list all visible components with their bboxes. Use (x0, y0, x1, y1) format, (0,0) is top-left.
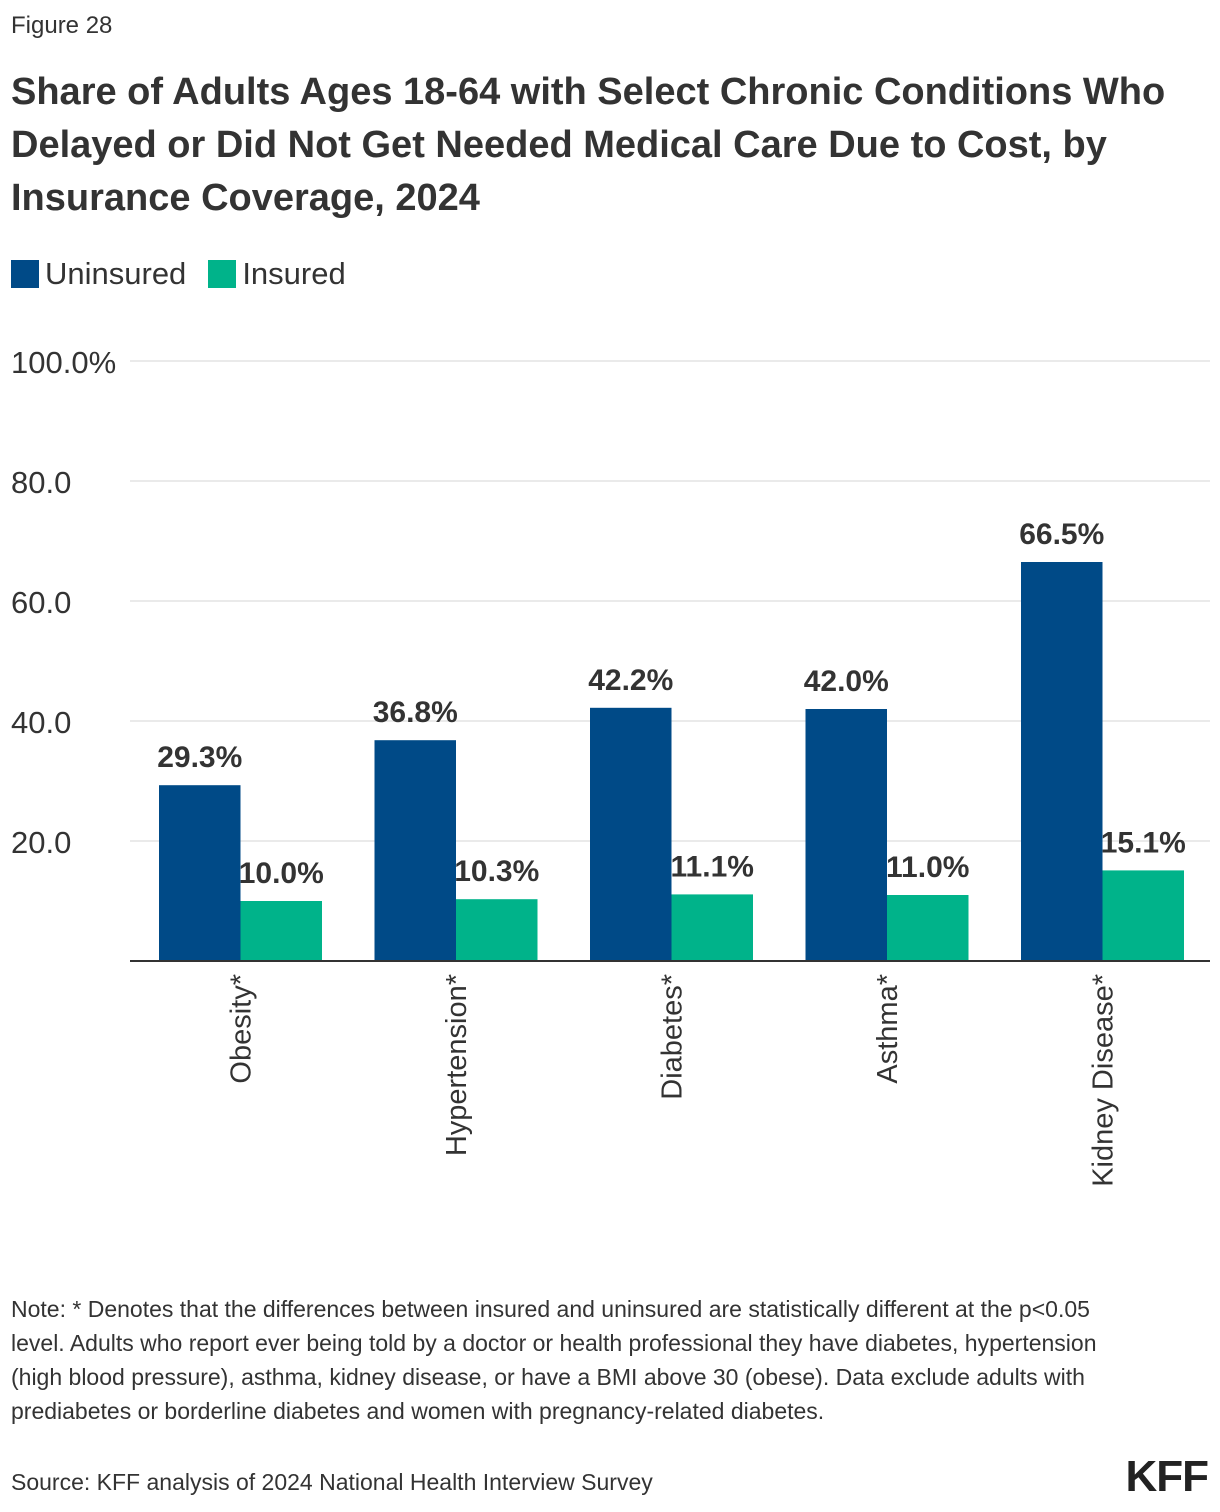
figure-label: Figure 28 (11, 12, 113, 39)
chart-title: Share of Adults Ages 18-64 with Select C… (11, 71, 1166, 219)
category-label: Hypertension* (441, 974, 473, 1156)
bar-uninsured (159, 785, 241, 961)
data-label: 11.1% (671, 850, 754, 883)
y-tick-label: 40.0 (11, 705, 71, 740)
data-label: 66.5% (1019, 518, 1104, 551)
note: Note: * Denotes that the differences bet… (11, 1296, 1097, 1424)
legend-swatch-insured (208, 260, 237, 288)
data-label: 42.0% (804, 665, 889, 698)
legend-label: Uninsured (45, 256, 187, 291)
legend-label: Insured (242, 256, 346, 291)
category-label: Diabetes* (657, 974, 689, 1100)
y-tick-label: 100.0% (11, 345, 116, 380)
data-label: 29.3% (157, 741, 242, 774)
bar-insured (456, 899, 538, 961)
bar-insured (671, 894, 753, 961)
y-tick-label: 80.0 (11, 465, 71, 500)
y-tick-label: 20.0 (11, 825, 71, 860)
data-label: 15.1% (1101, 826, 1186, 859)
data-label: 42.2% (588, 664, 673, 697)
bar-insured (887, 895, 969, 961)
category-label: Obesity* (226, 974, 258, 1084)
category-label: Asthma* (872, 974, 904, 1084)
category-label: Kidney Disease* (1088, 974, 1120, 1187)
data-label: 36.8% (373, 696, 458, 729)
legend: Uninsured Insured (11, 256, 368, 292)
source: Source: KFF analysis of 2024 National He… (11, 1469, 653, 1495)
kff-logo: KFF (1125, 1452, 1209, 1501)
legend-item-uninsured: Uninsured (11, 256, 186, 292)
bar-insured (240, 901, 322, 961)
bar-uninsured (374, 740, 456, 961)
y-tick-label: 60.0 (11, 585, 71, 620)
data-label: 10.3% (454, 855, 539, 888)
bar-uninsured (805, 709, 887, 961)
data-label: 10.0% (239, 857, 324, 890)
data-label: 11.0% (886, 851, 969, 884)
bar-uninsured (1021, 562, 1103, 961)
legend-swatch-uninsured (11, 260, 39, 288)
bar-uninsured (590, 707, 672, 961)
bar-chart: 20.0 40.0 60.0 80.0 100.0% 29.3% 10.0% Obesity*… (11, 345, 1210, 1187)
bar-insured (1102, 870, 1184, 961)
legend-item-insured: Insured (208, 256, 346, 292)
